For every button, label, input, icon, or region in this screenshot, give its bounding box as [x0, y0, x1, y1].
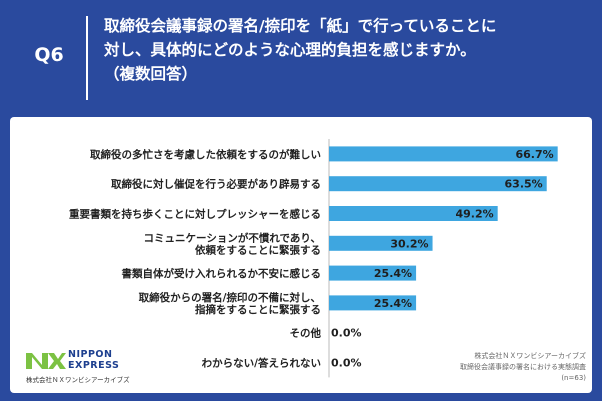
data-label-6: 0.0% [331, 327, 362, 340]
data-label-3: 30.2% [390, 237, 428, 250]
source-line-2: 取締役会議事録の署名における実態調査 [460, 363, 586, 371]
data-label-2: 49.2% [456, 208, 494, 221]
nx-logo-mark-icon [26, 353, 66, 369]
logo-text-express: EXPRESS [68, 360, 120, 371]
question-title-line-2: 対し、具体的にどのような心理的負担を感じますか。 [104, 41, 476, 59]
question-title-line-1: 取締役会議事録の署名/捺印を「紙」で行っていることに [104, 17, 497, 35]
source-note: 株式会社ＮＸワンビシアーカイブズ 取締役会議事録の署名における実態調査 (n=6… [460, 351, 586, 384]
logo-text-nippon: NIPPON [68, 349, 113, 360]
source-line-3: (n=63) [561, 374, 586, 382]
data-label-4: 25.4% [374, 267, 412, 280]
data-label-1: 63.5% [505, 178, 543, 191]
bar-3 [329, 235, 433, 251]
category-label-1-0: 取締役に対し催促を行う必要があり辟易する [111, 178, 321, 191]
question-number: Q6 [34, 44, 64, 66]
question-title-line-3: （複数回答） [104, 65, 198, 83]
bar-1 [329, 176, 547, 192]
data-label-5: 25.4% [374, 297, 412, 310]
category-label-5-1: 指摘をすることに緊張する [195, 303, 321, 316]
question-title: 取締役会議事録の署名/捺印を「紙」で行っていることに 対し、具体的にどのような心… [104, 14, 594, 86]
bar-5 [329, 295, 417, 311]
source-line-1: 株式会社ＮＸワンビシアーカイブズ [474, 352, 586, 360]
bar-4 [329, 265, 417, 281]
data-label-0: 66.7% [516, 148, 554, 161]
nx-logo: NIPPON EXPRESS 株式会社ＮＸワンビシアーカイブズ [26, 349, 186, 393]
category-label-0-0: 取締役の多忙さを考慮した依頼をするのが難しい [90, 148, 321, 161]
category-label-6-0: その他 [290, 327, 322, 340]
category-label-4-0: 書類自体が受け入れられるか不安に感じる [122, 267, 322, 280]
bar-0 [329, 146, 558, 162]
category-label-3-1: 依頼をすることに緊張する [195, 243, 321, 256]
category-label-7-0: わからない/答えられない [202, 357, 321, 370]
bar-2 [329, 206, 498, 221]
category-label-5-0: 取締役からの署名/捺印の不備に対し、 [139, 291, 321, 304]
chart-panel [10, 117, 592, 393]
category-label-2-0: 重要書類を持ち歩くことに対しプレッシャーを感じる [69, 208, 321, 221]
category-label-3-0: コミュニケーションが不慣れであり、 [144, 231, 321, 244]
logo-company-name: 株式会社ＮＸワンビシアーカイブズ [26, 376, 130, 384]
data-label-7: 0.0% [331, 357, 362, 370]
header-divider [86, 16, 88, 100]
